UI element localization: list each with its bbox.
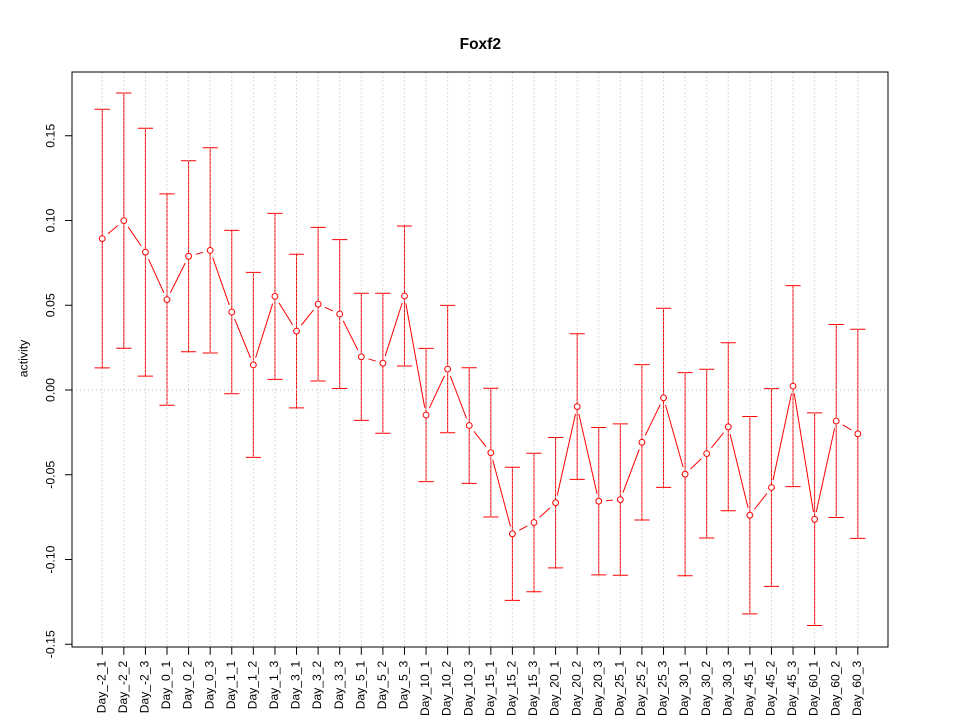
svg-text:Day_10_3: Day_10_3 — [461, 661, 475, 716]
svg-text:0.00: 0.00 — [44, 378, 58, 402]
svg-text:Day_5_1: Day_5_1 — [353, 661, 367, 710]
svg-text:activity: activity — [17, 339, 31, 377]
svg-text:Day_20_3: Day_20_3 — [591, 661, 605, 716]
svg-text:-0.10: -0.10 — [44, 545, 58, 573]
svg-text:Day_-2_3: Day_-2_3 — [138, 661, 152, 714]
svg-text:Day_25_3: Day_25_3 — [656, 661, 670, 716]
svg-text:Day_60_3: Day_60_3 — [850, 661, 864, 716]
svg-text:Day_45_1: Day_45_1 — [742, 661, 756, 716]
svg-text:Day_20_1: Day_20_1 — [548, 661, 562, 716]
svg-text:Day_-2_1: Day_-2_1 — [94, 661, 108, 714]
svg-text:Day_5_2: Day_5_2 — [375, 661, 389, 710]
svg-text:-0.05: -0.05 — [44, 461, 58, 489]
svg-text:0.05: 0.05 — [44, 293, 58, 317]
svg-text:-0.15: -0.15 — [44, 630, 58, 658]
svg-text:Day_30_3: Day_30_3 — [720, 661, 734, 716]
svg-text:Day_10_1: Day_10_1 — [418, 661, 432, 716]
svg-text:Day_25_1: Day_25_1 — [612, 661, 626, 716]
svg-text:Day_5_3: Day_5_3 — [397, 661, 411, 710]
svg-text:Day_20_2: Day_20_2 — [569, 661, 583, 716]
svg-text:Day_15_3: Day_15_3 — [526, 661, 540, 716]
svg-text:Day_25_2: Day_25_2 — [634, 661, 648, 716]
svg-text:Day_-2_2: Day_-2_2 — [116, 661, 130, 714]
svg-text:Day_60_1: Day_60_1 — [807, 661, 821, 716]
svg-text:Day_3_1: Day_3_1 — [289, 661, 303, 710]
svg-text:Day_0_1: Day_0_1 — [159, 661, 173, 710]
svg-text:Day_60_2: Day_60_2 — [828, 661, 842, 716]
svg-text:Day_0_3: Day_0_3 — [202, 661, 216, 710]
svg-text:Day_0_2: Day_0_2 — [181, 661, 195, 710]
svg-text:Day_45_3: Day_45_3 — [785, 661, 799, 716]
svg-text:Day_30_2: Day_30_2 — [699, 661, 713, 716]
svg-text:0.15: 0.15 — [44, 124, 58, 148]
svg-text:Day_1_1: Day_1_1 — [224, 661, 238, 710]
svg-text:Day_30_1: Day_30_1 — [677, 661, 691, 716]
svg-text:Day_3_3: Day_3_3 — [332, 661, 346, 710]
svg-text:Day_3_2: Day_3_2 — [310, 661, 324, 710]
svg-text:Day_1_2: Day_1_2 — [245, 661, 259, 710]
svg-text:Day_45_2: Day_45_2 — [764, 661, 778, 716]
svg-text:Foxf2: Foxf2 — [460, 36, 501, 53]
svg-text:Day_15_2: Day_15_2 — [505, 661, 519, 716]
svg-text:Day_10_2: Day_10_2 — [440, 661, 454, 716]
svg-text:Day_15_1: Day_15_1 — [483, 661, 497, 716]
svg-text:0.10: 0.10 — [44, 208, 58, 232]
svg-text:Day_1_3: Day_1_3 — [267, 661, 281, 710]
